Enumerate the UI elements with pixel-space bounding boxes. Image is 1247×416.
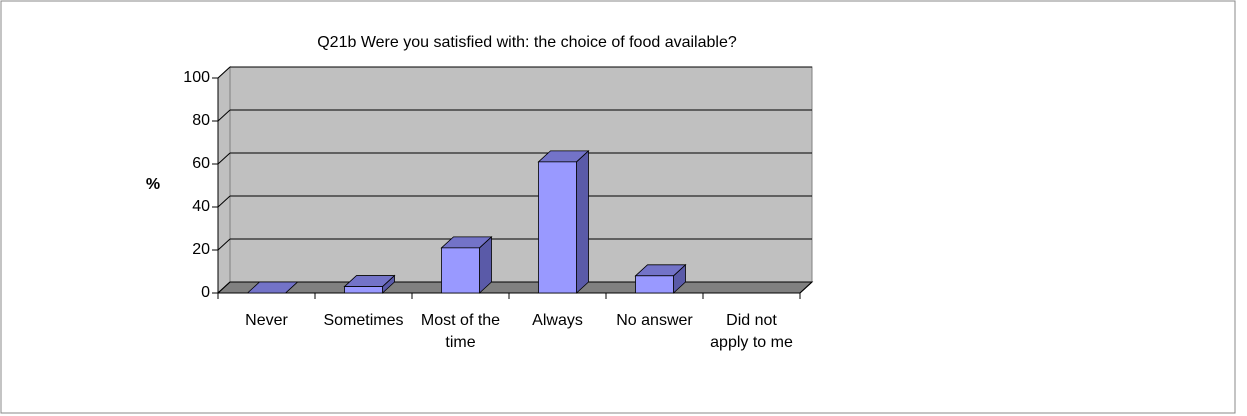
x-axis-end <box>799 281 813 294</box>
x-tick-label: Most of the time <box>420 312 501 351</box>
bar <box>538 161 577 294</box>
grid-line-side <box>217 281 231 294</box>
y-tick-label: 60 <box>192 155 210 172</box>
bar <box>635 275 674 294</box>
bar <box>344 286 383 294</box>
y-axis-label: % <box>146 176 160 193</box>
x-tick-label: No answer <box>616 312 693 329</box>
chart-title: Q21b Were you satisfied with: the choice… <box>317 34 737 51</box>
x-tick-label: Sometimes <box>323 312 404 329</box>
x-tick-label: Did not apply to me <box>710 312 793 351</box>
grid-line-side <box>217 238 231 251</box>
y-tick-label: 20 <box>192 241 210 258</box>
bar-side <box>576 149 589 294</box>
grid-line-side <box>217 195 231 208</box>
bar-top <box>246 281 299 294</box>
grid-line-side <box>217 66 231 79</box>
bar <box>441 247 480 294</box>
x-tick-label: Always <box>532 312 583 329</box>
y-tick-label: 80 <box>192 112 210 129</box>
x-tick-label: Never <box>245 312 288 329</box>
y-tick-label: 0 <box>201 284 210 301</box>
floor <box>216 281 814 294</box>
grid-line-side <box>217 152 231 165</box>
grid-line-side <box>217 109 231 122</box>
y-tick-label: 100 <box>183 69 210 86</box>
side-wall <box>217 65 231 295</box>
back-wall <box>229 66 813 283</box>
y-tick-label: 40 <box>192 198 210 215</box>
